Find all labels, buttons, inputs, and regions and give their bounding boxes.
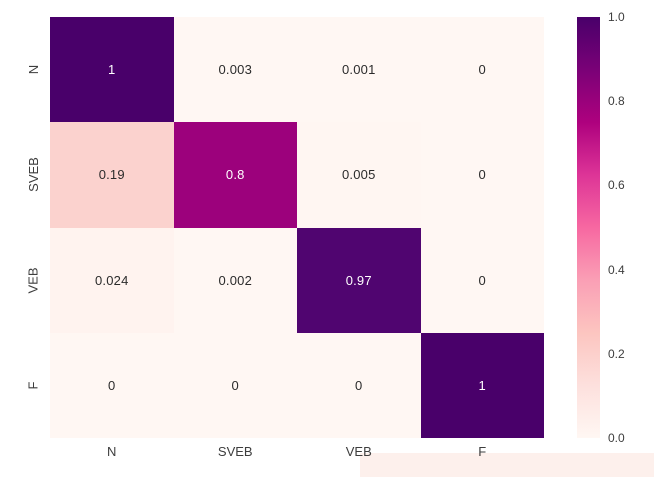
heatmap-cell-N-N: 1 — [50, 17, 174, 123]
y-tick-label-text: SVEB — [25, 157, 41, 193]
y-tick-label-text: N — [25, 64, 41, 75]
colorbar-tick-0.8: 0.8 — [608, 94, 625, 109]
x-tick-label-N: N — [107, 444, 117, 459]
heatmap-cell-N-SVEB: 0.003 — [173, 17, 297, 123]
heatmap-grid: 1 0.003 0.001 0 0.19 0.8 0.005 0 0.024 0.002 0.97 0… — [50, 17, 544, 438]
colorbar-tick-0.2: 0.2 — [608, 346, 625, 361]
heatmap-cell-SVEB-VEB: 0.005 — [297, 122, 421, 228]
heatmap-cell-F-SVEB: 0 — [173, 332, 297, 438]
y-tick-label-F: F — [16, 333, 51, 438]
x-tick-label-VEB: VEB — [345, 444, 372, 459]
colorbar-tick-0.0: 0.0 — [608, 431, 625, 445]
heatmap-cell-N-F: 0 — [420, 17, 544, 123]
x-tick-label-F: F — [478, 444, 487, 459]
colorbar-tick-0.4: 0.4 — [608, 262, 625, 277]
y-tick-label-VEB: VEB — [16, 228, 51, 333]
colorbar-tick-1.0: 1.0 — [608, 10, 625, 24]
heatmap-cell-VEB-N: 0.024 — [50, 227, 174, 333]
y-tick-label-SVEB: SVEB — [16, 122, 51, 227]
y-axis-tick-labels: N SVEB VEB F — [16, 17, 46, 438]
heatmap-cell-F-F: 1 — [420, 332, 544, 438]
heatmap-cell-VEB-F: 0 — [420, 227, 544, 333]
background-artifact-strip — [360, 453, 654, 477]
y-tick-label-text: VEB — [25, 267, 41, 294]
heatmap-cell-SVEB-N: 0.19 — [50, 122, 174, 228]
y-tick-label-text: F — [25, 381, 41, 390]
x-axis-tick-labels: N SVEB VEB F — [50, 444, 544, 462]
heatmap-cell-SVEB-F: 0 — [420, 122, 544, 228]
heatmap-cell-F-N: 0 — [50, 332, 174, 438]
colorbar-tick-labels: 1.0 0.8 0.6 0.4 0.2 0.0 — [608, 10, 650, 445]
heatmap-cell-SVEB-SVEB: 0.8 — [173, 122, 297, 228]
heatmap-cell-VEB-SVEB: 0.002 — [173, 227, 297, 333]
colorbar-tick-0.6: 0.6 — [608, 178, 625, 193]
x-tick-label-SVEB: SVEB — [217, 444, 253, 459]
heatmap-cell-VEB-VEB: 0.97 — [297, 227, 421, 333]
colorbar-gradient — [577, 17, 600, 438]
y-tick-label-N: N — [16, 17, 51, 122]
heatmap-cell-F-VEB: 0 — [297, 332, 421, 438]
heatmap-cell-N-VEB: 0.001 — [297, 17, 421, 123]
